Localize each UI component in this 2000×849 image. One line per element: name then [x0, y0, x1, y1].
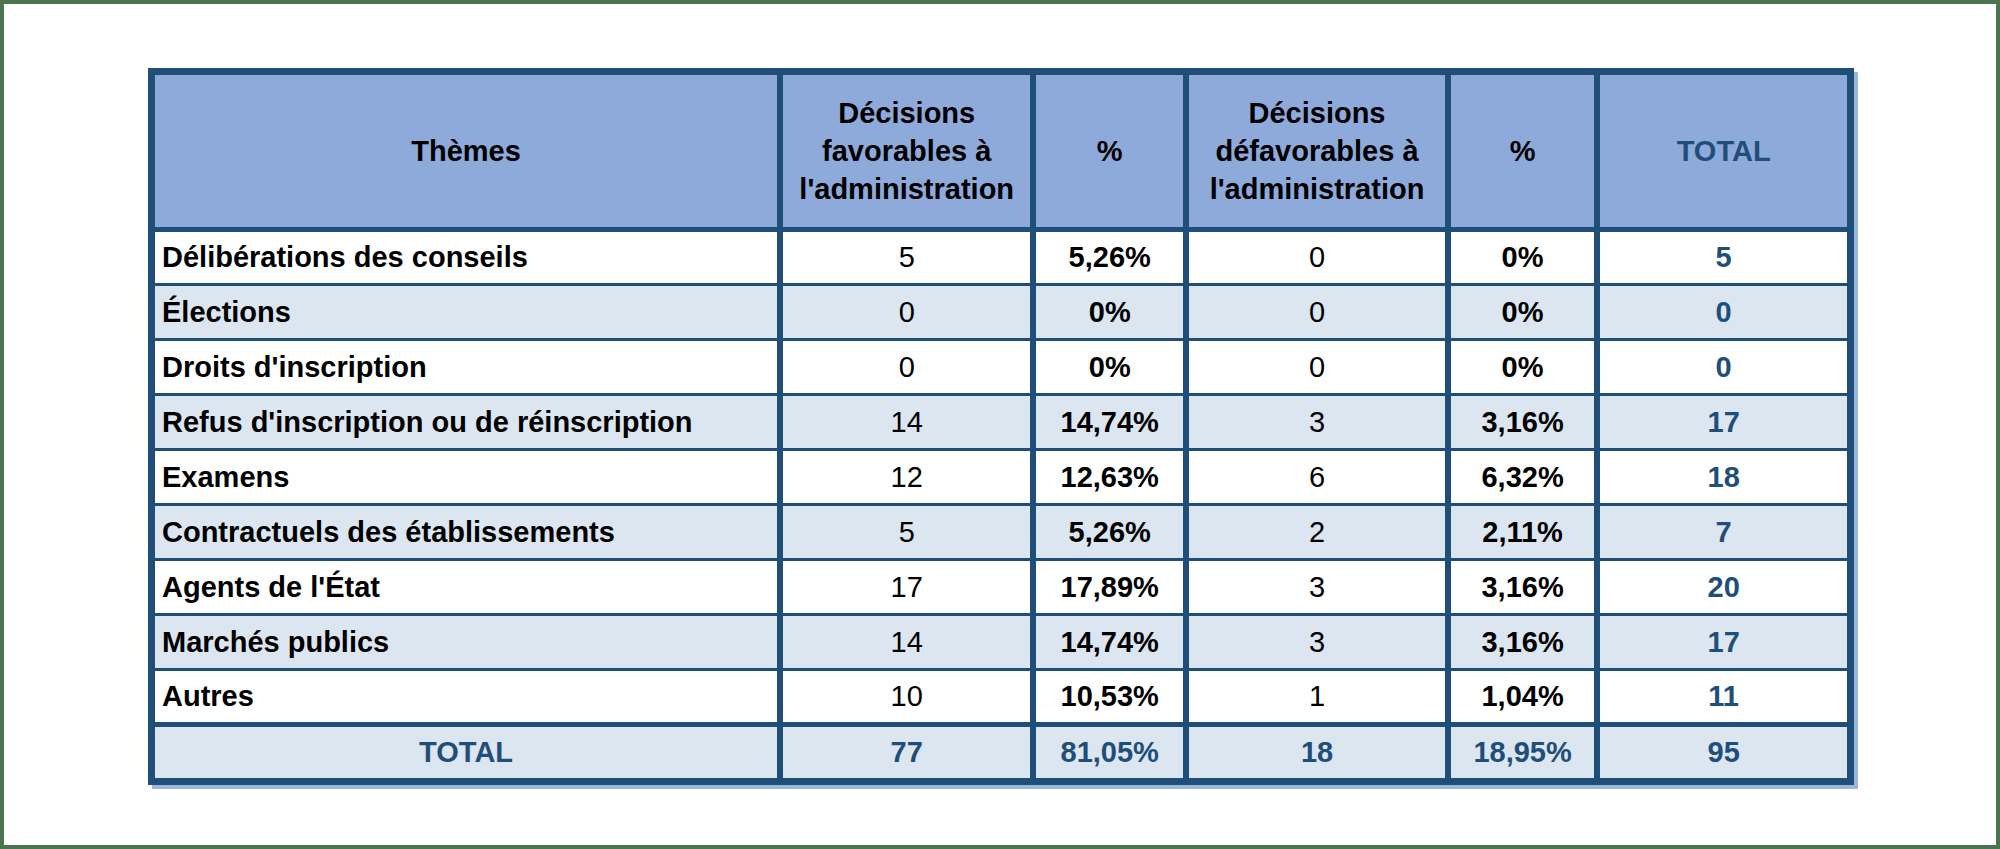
- cell-fav-pct: 0%: [1033, 340, 1186, 395]
- total-row-label: TOTAL: [152, 725, 781, 782]
- total-fav-pct: 81,05%: [1033, 725, 1186, 782]
- table-row: Délibérations des conseils 5 5,26% 0 0% …: [152, 230, 1851, 285]
- total-fav-count: 77: [780, 725, 1033, 782]
- total-unfav-count: 18: [1186, 725, 1448, 782]
- cell-fav-count: 17: [780, 560, 1033, 615]
- column-header-total: TOTAL: [1597, 72, 1850, 230]
- cell-unfav-count: 0: [1186, 340, 1448, 395]
- cell-unfav-pct: 1,04%: [1448, 670, 1598, 725]
- cell-fav-count: 0: [780, 340, 1033, 395]
- cell-theme: Examens: [152, 450, 781, 505]
- cell-unfav-pct: 2,11%: [1448, 505, 1598, 560]
- cell-unfav-count: 3: [1186, 615, 1448, 670]
- cell-unfav-pct: 3,16%: [1448, 615, 1598, 670]
- table-row: Marchés publics 14 14,74% 3 3,16% 17: [152, 615, 1851, 670]
- cell-fav-pct: 12,63%: [1033, 450, 1186, 505]
- cell-theme: Agents de l'État: [152, 560, 781, 615]
- cell-unfav-pct: 3,16%: [1448, 395, 1598, 450]
- cell-fav-pct: 10,53%: [1033, 670, 1186, 725]
- cell-fav-count: 12: [780, 450, 1033, 505]
- cell-unfav-count: 1: [1186, 670, 1448, 725]
- cell-fav-pct: 0%: [1033, 285, 1186, 340]
- cell-unfav-count: 3: [1186, 395, 1448, 450]
- table-row: Agents de l'État 17 17,89% 3 3,16% 20: [152, 560, 1851, 615]
- cell-theme: Contractuels des établissements: [152, 505, 781, 560]
- cell-fav-count: 14: [780, 615, 1033, 670]
- cell-theme: Droits d'inscription: [152, 340, 781, 395]
- cell-theme: Élections: [152, 285, 781, 340]
- cell-fav-pct: 17,89%: [1033, 560, 1186, 615]
- column-header-themes: Thèmes: [152, 72, 781, 230]
- cell-row-total: 7: [1597, 505, 1850, 560]
- cell-unfav-pct: 0%: [1448, 285, 1598, 340]
- table-row: Élections 0 0% 0 0% 0: [152, 285, 1851, 340]
- cell-unfav-pct: 3,16%: [1448, 560, 1598, 615]
- cell-fav-count: 5: [780, 230, 1033, 285]
- column-header-unfavorable: Décisions défavorables à l'administratio…: [1186, 72, 1448, 230]
- cell-fav-pct: 14,74%: [1033, 615, 1186, 670]
- cell-unfav-pct: 6,32%: [1448, 450, 1598, 505]
- cell-fav-pct: 5,26%: [1033, 505, 1186, 560]
- cell-row-total: 17: [1597, 395, 1850, 450]
- cell-row-total: 20: [1597, 560, 1850, 615]
- cell-fav-count: 14: [780, 395, 1033, 450]
- cell-row-total: 0: [1597, 285, 1850, 340]
- cell-unfav-count: 0: [1186, 230, 1448, 285]
- cell-row-total: 0: [1597, 340, 1850, 395]
- cell-unfav-count: 3: [1186, 560, 1448, 615]
- cell-fav-count: 10: [780, 670, 1033, 725]
- table-row: Contractuels des établissements 5 5,26% …: [152, 505, 1851, 560]
- column-header-favorable-pct: %: [1033, 72, 1186, 230]
- cell-row-total: 11: [1597, 670, 1850, 725]
- header-row: Thèmes Décisions favorables à l'administ…: [152, 72, 1851, 230]
- cell-theme: Refus d'inscription ou de réinscription: [152, 395, 781, 450]
- cell-fav-pct: 14,74%: [1033, 395, 1186, 450]
- themes-decisions-table: Thèmes Décisions favorables à l'administ…: [148, 68, 1854, 785]
- cell-row-total: 18: [1597, 450, 1850, 505]
- cell-unfav-count: 6: [1186, 450, 1448, 505]
- column-header-unfavorable-pct: %: [1448, 72, 1598, 230]
- column-header-favorable: Décisions favorables à l'administration: [780, 72, 1033, 230]
- cell-theme: Marchés publics: [152, 615, 781, 670]
- cell-theme: Autres: [152, 670, 781, 725]
- cell-unfav-pct: 0%: [1448, 230, 1598, 285]
- cell-fav-pct: 5,26%: [1033, 230, 1186, 285]
- table-row: Droits d'inscription 0 0% 0 0% 0: [152, 340, 1851, 395]
- table-row: Refus d'inscription ou de réinscription …: [152, 395, 1851, 450]
- total-grand-total: 95: [1597, 725, 1850, 782]
- total-row: TOTAL 77 81,05% 18 18,95% 95: [152, 725, 1851, 782]
- table-row: Autres 10 10,53% 1 1,04% 11: [152, 670, 1851, 725]
- cell-row-total: 17: [1597, 615, 1850, 670]
- cell-fav-count: 5: [780, 505, 1033, 560]
- cell-unfav-count: 2: [1186, 505, 1448, 560]
- total-unfav-pct: 18,95%: [1448, 725, 1598, 782]
- cell-fav-count: 0: [780, 285, 1033, 340]
- cell-unfav-count: 0: [1186, 285, 1448, 340]
- table-row: Examens 12 12,63% 6 6,32% 18: [152, 450, 1851, 505]
- cell-theme: Délibérations des conseils: [152, 230, 781, 285]
- cell-row-total: 5: [1597, 230, 1850, 285]
- cell-unfav-pct: 0%: [1448, 340, 1598, 395]
